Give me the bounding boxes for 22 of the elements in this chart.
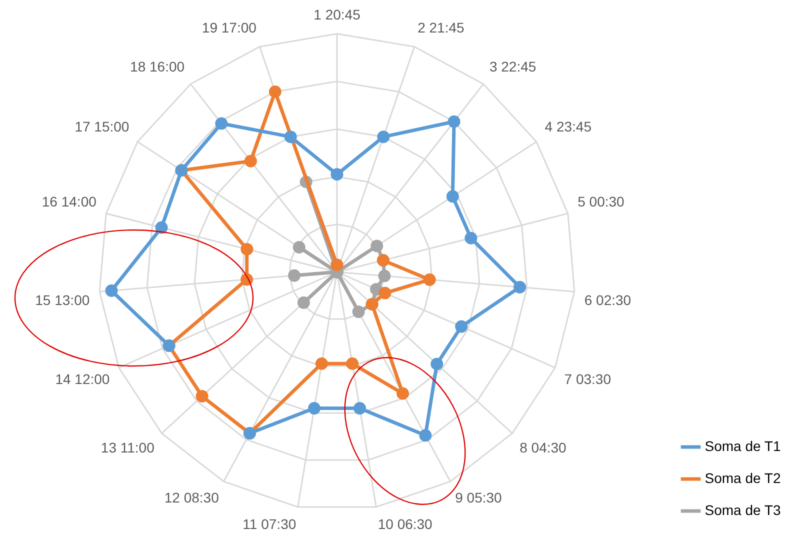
spoke-label: 16 14:00 (42, 194, 97, 210)
legend-label: Soma de T3 (704, 502, 781, 518)
spoke-label: 11 07:30 (242, 516, 296, 532)
spoke-label: 3 22:45 (489, 58, 536, 75)
spoke-label: 9 05:30 (455, 490, 502, 506)
legend-label: Soma de T1 (704, 438, 781, 454)
spoke-label: 7 03:30 (564, 370, 612, 387)
spoke-label: 2 21:45 (418, 20, 465, 36)
spoke-label: 13 11:00 (100, 439, 155, 456)
spoke-label: 15 13:00 (35, 292, 90, 308)
spoke-label: 12 08:30 (164, 490, 220, 506)
spoke-label: 10 06:30 (378, 516, 433, 532)
spoke-label: 6 02:30 (584, 292, 632, 308)
spoke-label: 18 16:00 (130, 58, 185, 75)
spoke-label: 17 15:00 (74, 118, 130, 135)
spoke-label: 4 23:45 (544, 118, 592, 135)
spoke-label: 5 00:30 (578, 194, 625, 210)
spoke-label: 8 04:30 (520, 439, 567, 456)
spoke-label: 1 20:45 (314, 6, 361, 22)
spoke-label: 19 17:00 (202, 20, 257, 36)
spoke-label: 14 12:00 (55, 370, 110, 387)
legend-label: Soma de T2 (704, 470, 781, 486)
